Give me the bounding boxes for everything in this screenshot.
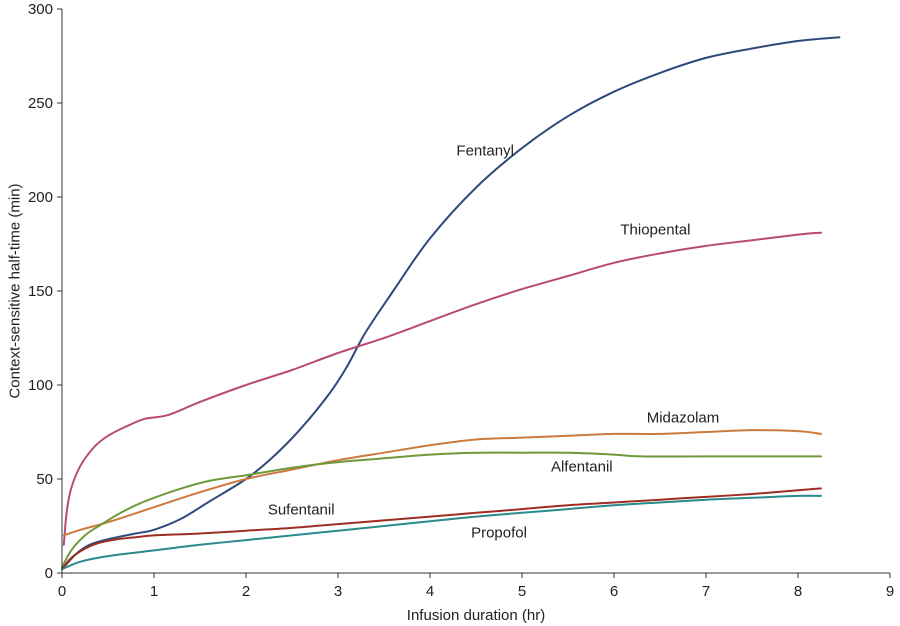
x-tick-label: 0 — [58, 583, 66, 600]
x-tick-label: 2 — [242, 583, 250, 600]
axes-layer — [61, 9, 890, 574]
y-tick-label: 150 — [28, 283, 53, 300]
x-tick-label: 9 — [886, 583, 894, 600]
x-tick-label: 7 — [702, 583, 710, 600]
series-label-midazolam: Midazolam — [647, 410, 720, 427]
y-axis-title: Context-sensitive half-time (min) — [6, 183, 23, 398]
x-tick-label: 1 — [150, 583, 158, 600]
x-tick-label: 6 — [610, 583, 618, 600]
series-layer — [61, 36, 841, 571]
series-label-propofol: Propofol — [471, 524, 527, 541]
y-tick-label: 100 — [28, 377, 53, 394]
x-tick-label: 5 — [518, 583, 526, 600]
series-line-thiopental — [62, 231, 822, 546]
y-tick-label: 250 — [28, 95, 53, 112]
series-line-propofol — [61, 494, 822, 571]
series-line-midazolam — [62, 429, 822, 537]
series-label-sufentanil: Sufentanil — [268, 502, 335, 519]
series-line-alfentanil — [61, 451, 822, 569]
series-labels: Fentanyl Thiopental Midazolam Alfentanil Suf… — [268, 143, 719, 542]
x-tick-label: 4 — [426, 583, 434, 600]
series-label-alfentanil: Alfentanil — [551, 458, 613, 475]
x-tick-label: 3 — [334, 583, 342, 600]
y-tick-label: 200 — [28, 189, 53, 206]
y-tick-label: 50 — [36, 471, 53, 488]
series-line-fentanyl — [61, 36, 841, 571]
ticks-layer: 0 1 2 3 4 5 6 7 8 9 0 50 100 150 200 250 300 — [28, 1, 894, 600]
series-label-thiopental: Thiopental — [620, 222, 690, 239]
x-axis-title: Infusion duration (hr) — [407, 607, 545, 624]
x-tick-label: 8 — [794, 583, 802, 600]
series-label-fentanyl: Fentanyl — [456, 143, 514, 160]
series-line-sufentanil — [61, 487, 822, 571]
y-tick-label: 300 — [28, 1, 53, 18]
y-tick-label: 0 — [45, 565, 53, 582]
